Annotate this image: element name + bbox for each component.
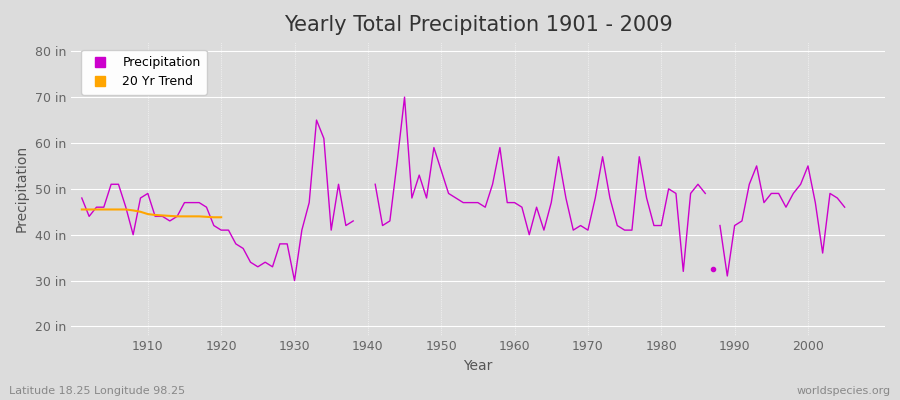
Legend: Precipitation, 20 Yr Trend: Precipitation, 20 Yr Trend	[81, 50, 207, 94]
Text: worldspecies.org: worldspecies.org	[796, 386, 891, 396]
X-axis label: Year: Year	[464, 359, 492, 373]
Text: Latitude 18.25 Longitude 98.25: Latitude 18.25 Longitude 98.25	[9, 386, 185, 396]
Title: Yearly Total Precipitation 1901 - 2009: Yearly Total Precipitation 1901 - 2009	[284, 15, 672, 35]
Y-axis label: Precipitation: Precipitation	[15, 145, 29, 232]
